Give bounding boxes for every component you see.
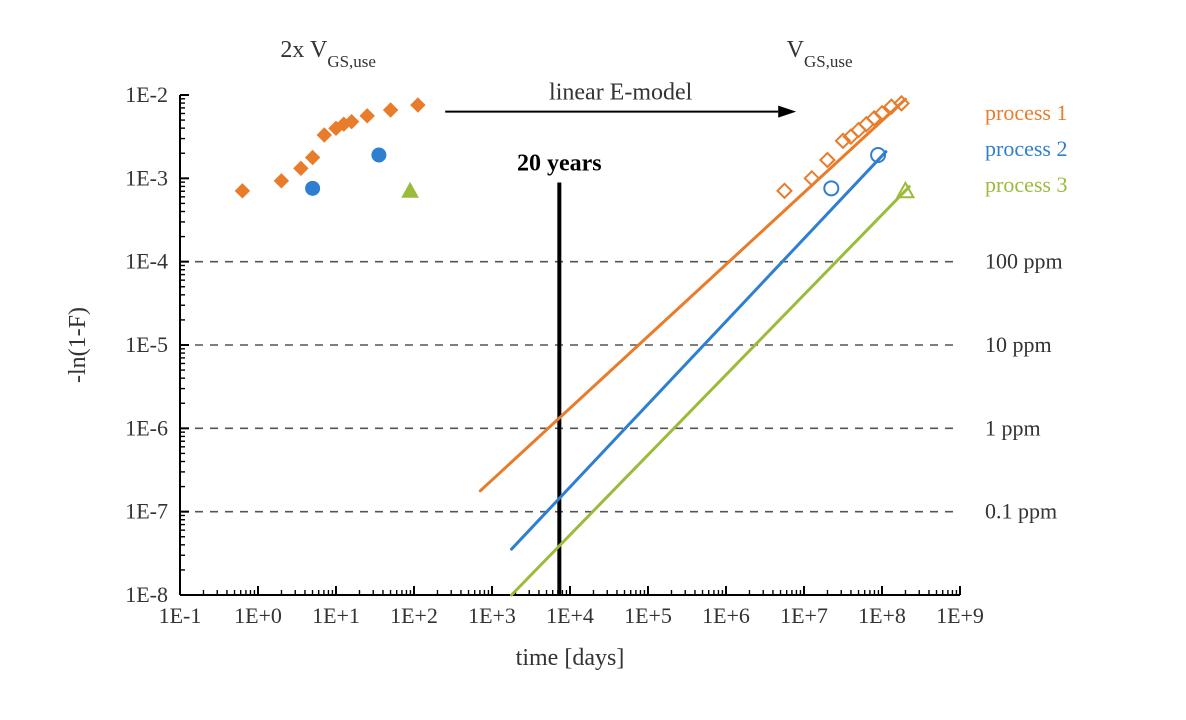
legend-process2: process 2 xyxy=(985,136,1067,161)
y-tick-label: 1E-4 xyxy=(125,249,168,274)
y-tick-label: 1E-3 xyxy=(125,165,168,190)
twenty-year-label: 20 years xyxy=(517,151,602,177)
x-tick-label: 1E+8 xyxy=(858,603,906,628)
y-tick-label: 1E-5 xyxy=(125,332,168,357)
e-model-label: linear E-model xyxy=(549,80,693,106)
x-tick-label: 1E+3 xyxy=(468,603,516,628)
legend-process3: process 3 xyxy=(985,172,1067,197)
x-tick-label: 1E+7 xyxy=(780,603,828,628)
y-tick-label: 1E-7 xyxy=(125,499,168,524)
ppm-label: 0.1 ppm xyxy=(985,499,1057,524)
x-tick-label: 1E+5 xyxy=(624,603,672,628)
x-tick-label: 1E+1 xyxy=(312,603,360,628)
y-tick-label: 1E-8 xyxy=(125,582,168,607)
process2-point-filled xyxy=(372,148,386,162)
chart-container: 1E-11E+01E+11E+21E+31E+41E+51E+61E+71E+8… xyxy=(0,0,1186,720)
x-tick-label: 1E+6 xyxy=(702,603,750,628)
x-axis-label: time [days] xyxy=(516,645,625,671)
y-tick-label: 1E-2 xyxy=(125,82,168,107)
y-axis-label: -ln(1-F) xyxy=(65,307,91,383)
x-tick-label: 1E+0 xyxy=(234,603,282,628)
ppm-label: 100 ppm xyxy=(985,249,1063,274)
x-tick-label: 1E+2 xyxy=(390,603,438,628)
reliability-chart: 1E-11E+01E+11E+21E+31E+41E+51E+61E+71E+8… xyxy=(0,0,1186,720)
y-tick-label: 1E-6 xyxy=(125,415,168,440)
ppm-label: 1 ppm xyxy=(985,415,1041,440)
legend-process1: process 1 xyxy=(985,100,1067,125)
ppm-label: 10 ppm xyxy=(985,332,1052,357)
x-tick-label: 1E+9 xyxy=(936,603,984,628)
process2-point-filled xyxy=(306,181,320,195)
x-tick-label: 1E+4 xyxy=(546,603,594,628)
